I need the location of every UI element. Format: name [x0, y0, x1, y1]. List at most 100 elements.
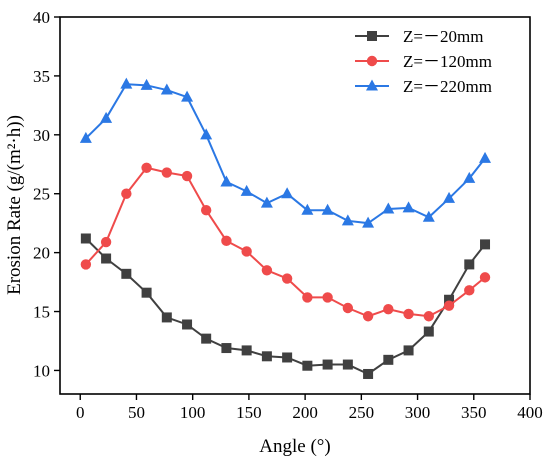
data-point	[479, 151, 492, 163]
data-point	[200, 128, 213, 140]
data-point	[341, 214, 354, 226]
x-tick-label: 0	[76, 403, 85, 422]
legend: Z=－20mm Z=－120mm Z=－220mm	[355, 27, 492, 96]
x-tick-label: 100	[180, 403, 206, 422]
data-point	[383, 303, 394, 315]
data-point	[403, 345, 414, 356]
plot-frame	[59, 16, 531, 395]
data-point	[402, 201, 415, 213]
data-point	[281, 187, 294, 199]
y-tick-label: 30	[33, 126, 50, 145]
data-point	[79, 131, 92, 143]
data-point	[80, 233, 91, 244]
data-point	[261, 351, 272, 362]
data-point	[464, 285, 475, 296]
data-point	[383, 354, 394, 365]
data-point	[363, 368, 374, 379]
data-point	[463, 171, 476, 183]
x-tick-label: 150	[236, 403, 262, 422]
data-point	[444, 294, 455, 305]
data-point	[423, 326, 434, 337]
legend-item: Z=－220mm	[355, 77, 492, 96]
data-point	[200, 205, 212, 216]
data-point	[480, 239, 491, 250]
data-point	[403, 308, 414, 320]
data-point	[443, 191, 456, 203]
y-tick-label: 25	[33, 185, 50, 204]
series-layer	[79, 77, 492, 379]
series-1	[80, 233, 491, 379]
data-point	[100, 111, 113, 123]
data-point	[141, 287, 152, 298]
data-point	[281, 273, 293, 284]
legend-item: Z=－20mm	[355, 27, 483, 46]
data-point	[443, 300, 455, 311]
legend-marker	[366, 55, 378, 67]
data-point	[362, 311, 374, 322]
data-point	[282, 352, 293, 363]
x-axis-title: Angle (°)	[259, 436, 330, 457]
legend-marker	[367, 31, 377, 41]
series-3	[79, 77, 492, 228]
data-point	[201, 333, 212, 344]
data-point	[241, 345, 252, 356]
x-tick-label: 350	[461, 403, 487, 422]
data-point	[464, 259, 475, 270]
data-point	[181, 90, 194, 102]
data-point	[423, 311, 435, 322]
data-point	[302, 360, 313, 371]
legend-label: Z=－20mm	[403, 27, 483, 46]
legend-label: Z=－120mm	[403, 52, 492, 71]
data-point	[362, 216, 375, 228]
data-point	[240, 184, 253, 196]
data-point	[220, 175, 233, 187]
data-point	[101, 253, 112, 264]
data-point	[100, 236, 112, 248]
data-point	[120, 77, 133, 89]
data-point	[182, 319, 193, 330]
data-point	[121, 188, 132, 199]
legend-label: Z=－220mm	[403, 77, 492, 96]
data-point	[322, 359, 333, 370]
data-point	[160, 83, 173, 95]
data-point	[302, 292, 313, 303]
y-tick-label: 20	[33, 244, 50, 263]
data-point	[342, 302, 354, 314]
x-tick-label: 200	[292, 403, 318, 422]
data-point	[342, 359, 353, 370]
data-point	[241, 246, 252, 257]
series-2	[80, 162, 491, 322]
data-point	[161, 167, 173, 178]
data-point	[221, 235, 232, 247]
y-tick-label: 15	[33, 303, 50, 322]
data-point	[479, 272, 491, 283]
data-point	[301, 203, 314, 215]
x-tick-label: 300	[405, 403, 431, 422]
y-tick-label: 10	[33, 361, 50, 380]
legend-marker	[366, 79, 378, 91]
tick-layer: 0 50 100 150 200 250 300 350 400 10 15 20 25 30 35 40	[33, 8, 543, 422]
data-point	[140, 78, 153, 90]
x-tick-label: 250	[349, 403, 375, 422]
legend-item: Z=－120mm	[355, 52, 492, 71]
data-point	[261, 265, 273, 276]
data-point	[181, 170, 193, 182]
data-point	[221, 343, 232, 354]
y-tick-label: 40	[33, 8, 50, 27]
data-point	[382, 202, 395, 214]
data-point	[321, 203, 334, 215]
y-axis-title: Erosion Rate (g/(m²·h))	[4, 115, 25, 295]
data-point	[121, 268, 132, 279]
data-point	[322, 292, 333, 303]
data-point	[80, 259, 92, 270]
x-tick-label: 50	[128, 403, 145, 422]
y-tick-label: 35	[33, 67, 50, 86]
data-point	[422, 210, 435, 222]
data-point	[161, 312, 172, 323]
data-point	[141, 162, 152, 173]
data-point	[260, 196, 273, 208]
x-tick-label: 400	[517, 403, 543, 422]
